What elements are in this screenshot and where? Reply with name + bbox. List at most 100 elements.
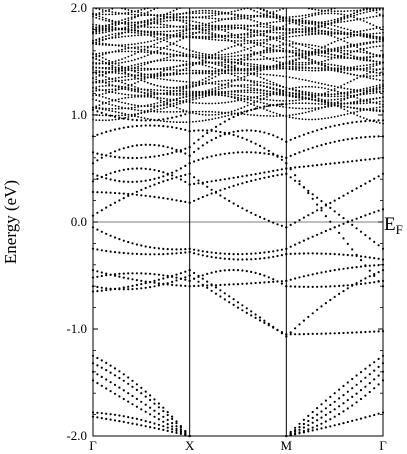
band-point — [298, 61, 301, 64]
band-point — [146, 95, 149, 98]
band-point — [307, 214, 310, 217]
band-point — [175, 121, 178, 124]
band-point — [327, 90, 330, 93]
band-point — [172, 73, 175, 76]
band-point — [250, 65, 252, 67]
band-point — [262, 77, 265, 80]
band-point — [301, 67, 304, 69]
band-point — [320, 69, 323, 72]
band-point — [159, 23, 162, 26]
band-point — [324, 67, 326, 69]
band-point — [221, 25, 223, 27]
band-point — [266, 16, 268, 18]
band-point — [259, 92, 262, 94]
band-point — [124, 107, 127, 110]
band-point — [272, 48, 275, 51]
band-point — [201, 274, 204, 277]
band-point — [295, 19, 297, 22]
band-point — [140, 62, 143, 65]
band-point — [351, 189, 354, 192]
band-point — [346, 110, 349, 112]
band-point — [241, 175, 244, 178]
band-point — [214, 33, 217, 35]
band-point — [340, 114, 342, 117]
band-point — [262, 94, 265, 97]
band-point — [175, 425, 178, 428]
band-point — [201, 71, 204, 74]
band-point — [135, 287, 138, 290]
band-point — [159, 89, 162, 92]
band-point — [233, 41, 236, 44]
band-point — [263, 217, 266, 220]
band-point — [217, 88, 220, 91]
band-point — [153, 18, 156, 21]
band-point — [143, 63, 146, 66]
band-point — [108, 114, 110, 117]
band-point — [294, 153, 297, 156]
band-point — [359, 74, 362, 77]
band-point — [206, 250, 209, 253]
band-point — [311, 197, 314, 200]
band-point — [250, 84, 252, 86]
band-point — [282, 47, 284, 50]
band-point — [291, 59, 294, 62]
band-point — [163, 30, 165, 33]
band-point — [307, 191, 310, 195]
band-point — [317, 86, 320, 89]
band-point — [378, 110, 381, 113]
band-point — [118, 370, 121, 373]
band-point — [117, 111, 120, 114]
band-point — [159, 92, 162, 95]
band-point — [254, 151, 257, 154]
band-point — [243, 106, 246, 108]
band-point — [163, 20, 165, 23]
band-point — [169, 16, 172, 19]
band-point — [105, 27, 107, 30]
band-point — [272, 99, 275, 102]
band-point — [121, 27, 123, 30]
band-point — [150, 105, 152, 108]
band-point — [356, 18, 359, 21]
band-point — [101, 75, 104, 77]
band-point — [150, 61, 152, 64]
band-point — [295, 31, 297, 34]
band-point — [175, 29, 178, 32]
band-point — [122, 197, 125, 200]
band-point — [304, 102, 307, 105]
band-point — [237, 18, 239, 20]
band-point — [182, 19, 185, 22]
band-point — [295, 102, 297, 105]
band-point — [340, 56, 342, 58]
band-point — [214, 67, 217, 70]
band-point — [324, 87, 326, 90]
band-point — [185, 28, 188, 31]
band-point — [330, 68, 333, 71]
band-point — [163, 34, 165, 36]
band-point — [166, 146, 169, 149]
band-point — [101, 60, 104, 63]
band-point — [140, 156, 143, 159]
band-point — [169, 87, 172, 89]
band-point — [211, 82, 214, 85]
band-point — [111, 114, 114, 117]
band-point — [250, 140, 253, 143]
dense-band-region — [92, 7, 384, 125]
band-point — [349, 15, 352, 18]
band-point — [185, 86, 188, 89]
band-point — [301, 78, 304, 81]
band-point — [266, 66, 268, 68]
band-point — [140, 88, 143, 90]
band-point — [254, 213, 257, 217]
band-point — [378, 61, 381, 63]
band-point — [359, 93, 362, 96]
band-point — [166, 411, 169, 414]
band-point — [372, 8, 375, 11]
band-point — [172, 72, 175, 74]
band-point — [269, 15, 272, 18]
band-point — [372, 68, 375, 70]
band-point — [156, 16, 159, 18]
band-point — [302, 275, 305, 278]
band-point — [253, 52, 256, 55]
band-point — [301, 112, 304, 115]
band-point — [197, 253, 200, 256]
